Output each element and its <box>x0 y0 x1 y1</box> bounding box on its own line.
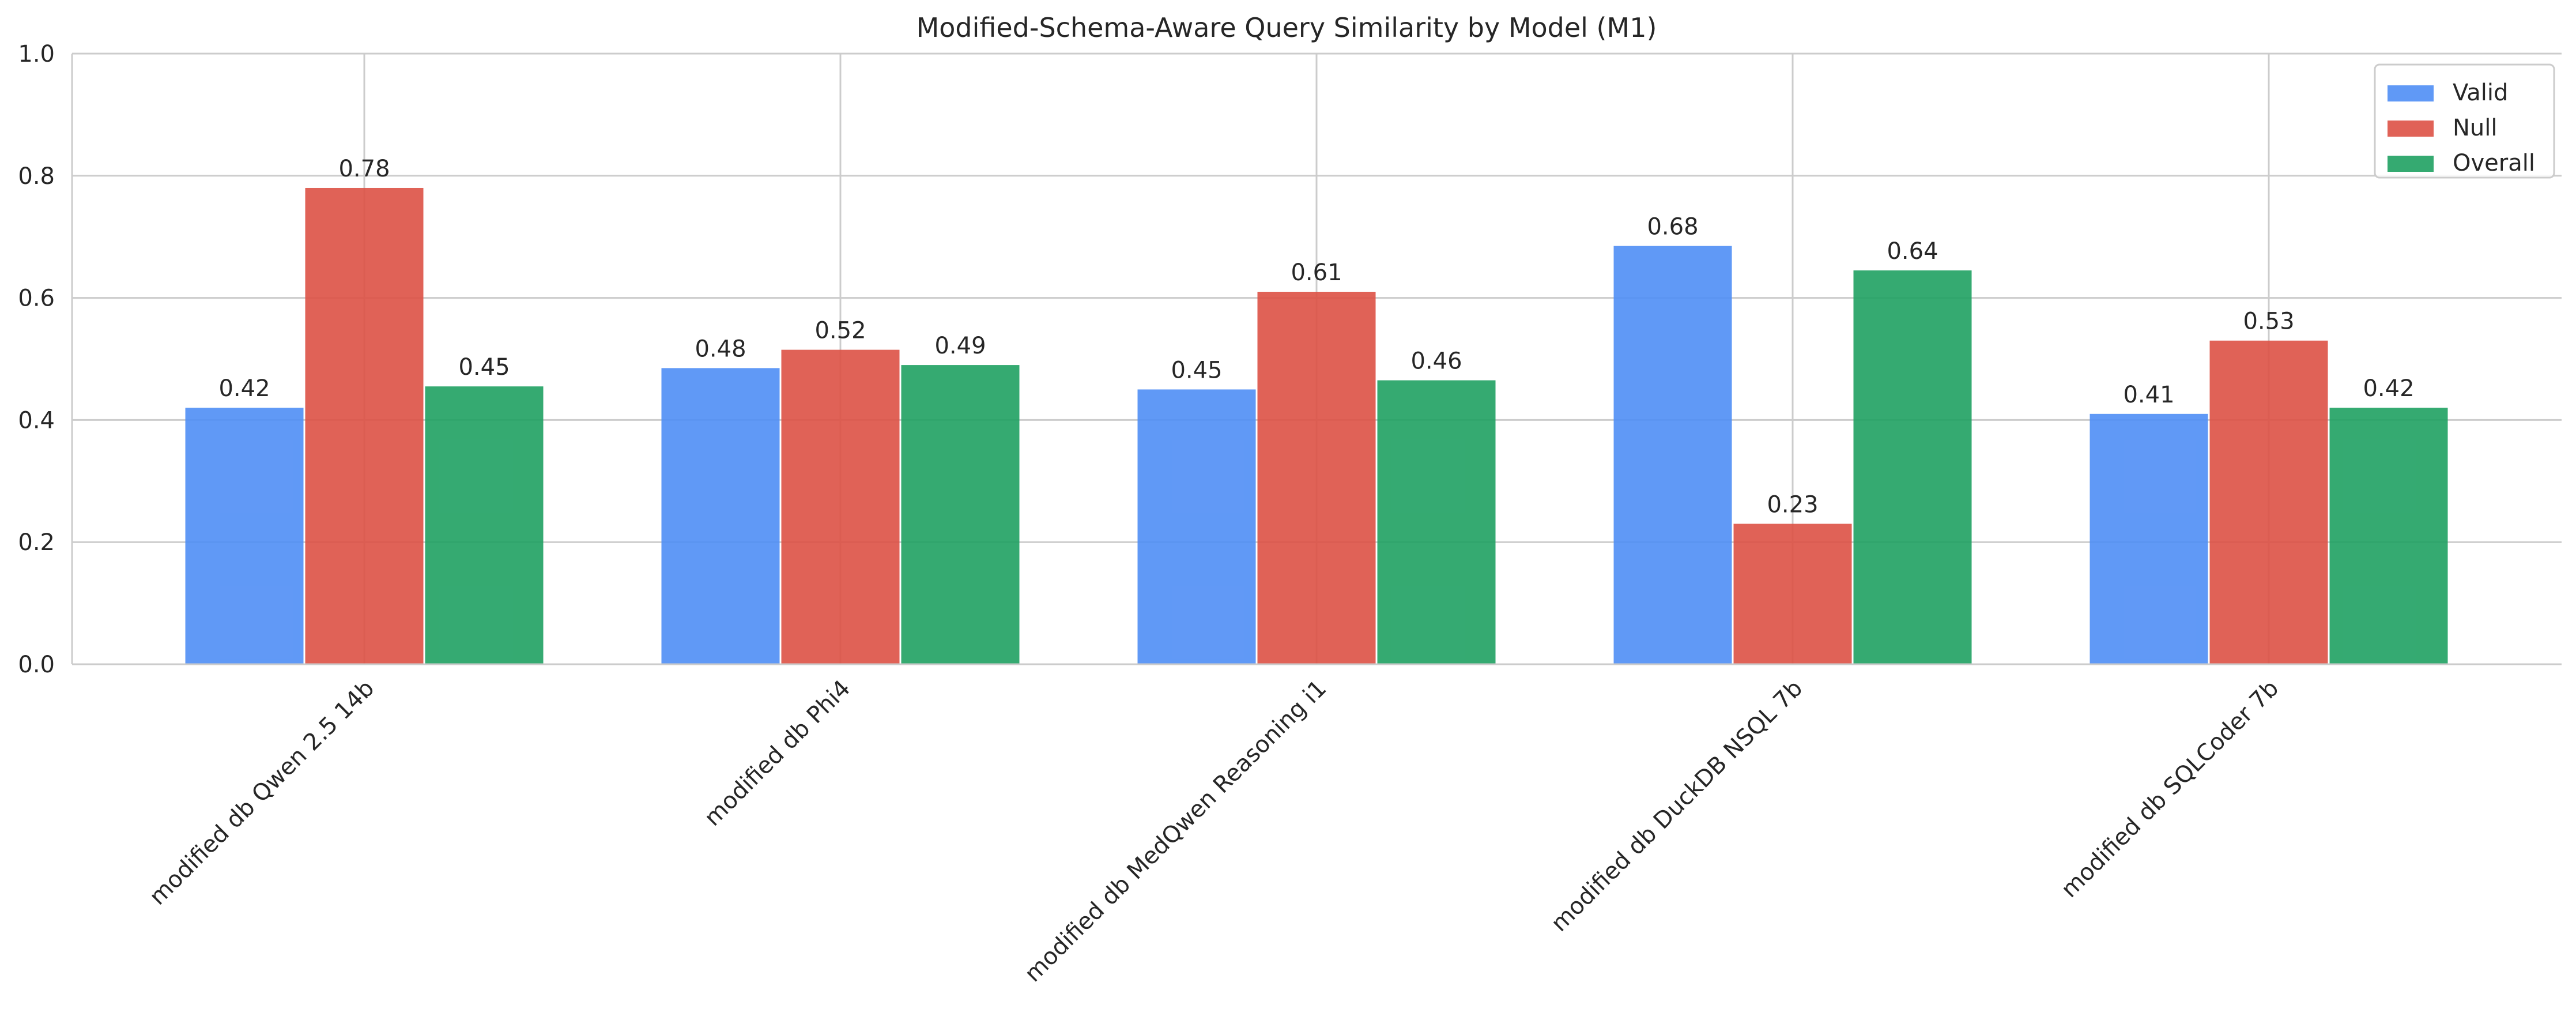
value-label: 0.53 <box>2243 308 2294 335</box>
y-tick-label: 0.6 <box>18 285 55 312</box>
y-tick-label: 0.0 <box>18 652 55 678</box>
legend-swatch <box>2388 156 2434 172</box>
value-label: 0.68 <box>1647 214 1698 240</box>
y-tick-label: 0.8 <box>18 163 55 190</box>
legend-label: Valid <box>2453 80 2508 106</box>
bar-null-5 <box>2209 340 2328 664</box>
chart-title: Modified-Schema-Aware Query Similarity b… <box>917 12 1657 43</box>
bar-valid-3 <box>1137 389 1256 664</box>
bar-valid-4 <box>1613 246 1732 665</box>
legend-label: Overall <box>2453 150 2535 176</box>
y-tick-label: 0.4 <box>18 407 55 434</box>
bar-overall-4 <box>1853 270 1972 664</box>
value-label: 0.42 <box>218 375 270 402</box>
x-tick-label: modified db DuckDB NSQL 7b <box>1546 675 1808 937</box>
x-tick-label: modified db SQLCoder 7b <box>2056 675 2284 903</box>
value-label: 0.49 <box>934 333 986 359</box>
x-tick-label: modified db Qwen 2.5 14b <box>144 675 379 910</box>
bar-valid-1 <box>185 408 304 664</box>
legend: Valid Null Overall <box>2374 63 2555 179</box>
legend-swatch <box>2388 85 2434 101</box>
value-label: 0.61 <box>1291 259 1342 286</box>
bar-null-3 <box>1257 292 1376 664</box>
y-tick-label: 0.2 <box>18 529 55 556</box>
bar-overall-2 <box>901 365 1020 664</box>
value-labels-layer: 0.42 0.48 0.45 0.68 0.41 0.78 0.52 0.61 0.23 0.53… <box>218 156 2414 518</box>
legend-label: Null <box>2453 115 2498 141</box>
x-tick-label: modified db MedQwen Reasoning i1 <box>1020 675 1332 987</box>
x-tick-label: modified db Phi4 <box>699 675 855 831</box>
value-label: 0.45 <box>1171 357 1222 383</box>
bar-valid-5 <box>2090 413 2208 664</box>
y-tick-label: 1.0 <box>18 41 55 67</box>
bars-layer <box>185 187 2448 665</box>
bar-overall-5 <box>2329 408 2448 664</box>
value-label: 0.41 <box>2123 382 2174 408</box>
value-label: 0.45 <box>458 354 510 381</box>
bar-valid-2 <box>661 368 780 664</box>
value-label: 0.48 <box>695 336 746 362</box>
bar-null-4 <box>1733 524 1852 664</box>
value-label: 0.52 <box>814 318 866 344</box>
value-label: 0.46 <box>1410 348 1462 375</box>
bar-null-2 <box>781 349 900 664</box>
bar-overall-1 <box>425 386 544 664</box>
value-label: 0.23 <box>1767 491 1818 518</box>
bar-overall-3 <box>1377 380 1496 664</box>
legend-swatch <box>2388 121 2434 137</box>
bar-null-1 <box>305 187 424 665</box>
value-label: 0.78 <box>338 156 390 182</box>
value-label: 0.42 <box>2363 375 2414 402</box>
value-label: 0.64 <box>1887 238 1938 265</box>
